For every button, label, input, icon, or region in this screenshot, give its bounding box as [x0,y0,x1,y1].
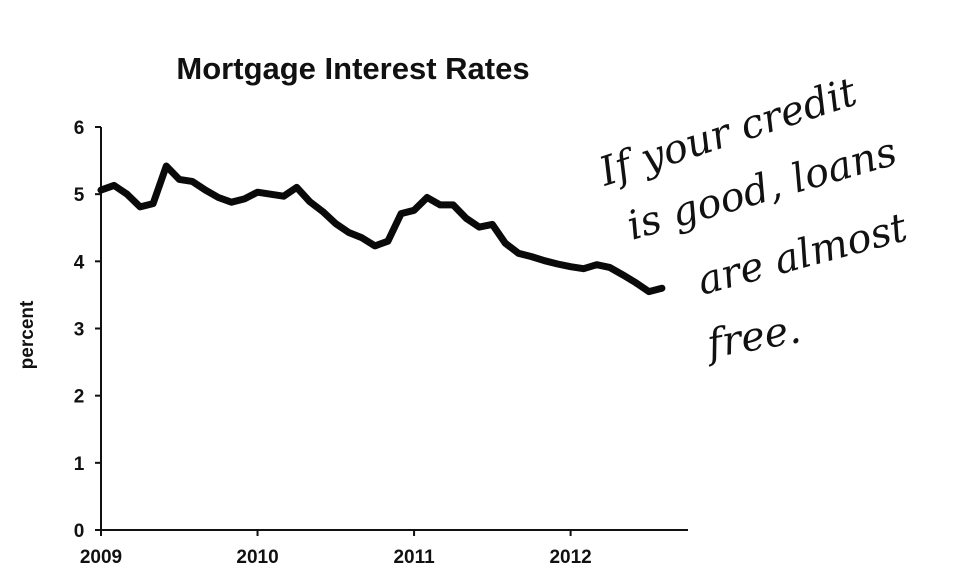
series-line-mortgage-rate [97,162,666,296]
y-tick-label: 4 [74,252,85,273]
y-tick-label: 1 [74,454,85,475]
chart-title: Mortgage Interest Rates [176,51,529,86]
y-tick-label: 0 [74,521,85,542]
x-tick-label: 2011 [393,547,435,568]
y-axis-ticks: 0 1 2 3 4 5 6 [74,118,101,542]
y-axis-title: percent [17,300,38,369]
annotation-line-4: free. [701,306,804,368]
y-tick-label: 5 [74,185,85,206]
y-tick-label: 6 [74,118,85,139]
x-tick-label: 2012 [549,547,591,568]
x-tick-label: 2010 [236,547,278,568]
x-axis-ticks: 2009 2010 2011 2012 [80,530,592,568]
x-tick-label: 2009 [80,547,122,568]
y-tick-label: 3 [74,320,85,341]
y-tick-label: 2 [74,387,85,408]
handwritten-annotation: If your credit is good, loans are almost… [593,69,913,368]
